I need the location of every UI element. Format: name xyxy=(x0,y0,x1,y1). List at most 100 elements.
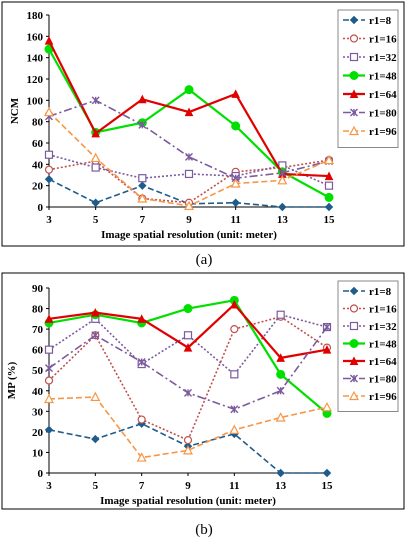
chart-b-y-tick-label: 70 xyxy=(32,324,44,336)
chart-b-data-point xyxy=(230,299,239,309)
chart-a-data-point xyxy=(90,152,101,163)
chart-b-data-point xyxy=(137,358,146,366)
chart-a-data-point xyxy=(324,202,334,212)
chart-b-series-r164 xyxy=(44,299,332,362)
chart-b-data-point xyxy=(184,388,192,397)
chart-a-legend-marker xyxy=(349,125,359,136)
chart-b-data-point xyxy=(323,323,331,332)
chart-a-x-tick-label: 11 xyxy=(230,214,240,226)
chart-b-data-point xyxy=(183,436,193,445)
chart-a-x-tick-label: 15 xyxy=(324,214,336,226)
chart-a-y-tick-label: 20 xyxy=(32,181,44,193)
chart-b-legend-box xyxy=(337,280,399,412)
chart-a-data-point xyxy=(44,165,54,174)
chart-b-legend-label: r1=80 xyxy=(369,374,397,386)
chart-b-data-point xyxy=(275,412,286,422)
chart-b-legend-label: r1=48 xyxy=(369,339,397,351)
chart-b-legend: r1=8 r1=16 r1=32 r1=48 r1=64 r1=80 r1=96 xyxy=(337,280,399,412)
chart-a-y-tick-label: 60 xyxy=(32,138,44,150)
chart-a-legend: r1=8 r1=16 r1=32 r1=48 r1=64 r1=80 r1=96 xyxy=(337,9,399,148)
chart-a-x-tick-label: 3 xyxy=(46,214,52,226)
chart-b-x-tick-label: 7 xyxy=(139,480,145,492)
chart-b-data-point xyxy=(183,445,193,455)
chart-b-legend-marker xyxy=(350,374,358,383)
chart-a-legend-marker xyxy=(349,89,359,98)
chart-a-data-point xyxy=(184,85,194,95)
chart-b-legend-label: r1=8 xyxy=(369,286,392,298)
chart-a-data-point xyxy=(91,128,100,138)
chart-a-data-point xyxy=(44,175,54,184)
chart-b-data-point xyxy=(322,401,332,412)
chart-a-data-point xyxy=(138,174,147,183)
chart-a-legend-marker xyxy=(349,52,359,62)
chart-b-x-tick-label: 9 xyxy=(185,480,191,492)
chart-b-frame xyxy=(1,272,405,510)
chart-b-data-point xyxy=(44,314,54,323)
chart-a-data-point xyxy=(231,89,240,98)
chart-b-data-point xyxy=(230,405,239,414)
chart-a-legend-label: r1=32 xyxy=(369,52,397,64)
chart-b-series-r196 xyxy=(44,391,332,462)
chart-a-data-point xyxy=(230,178,241,188)
chart-b-y-tick-label: 50 xyxy=(32,365,44,377)
chart-a-series-r180 xyxy=(45,96,333,183)
chart-a-data-point xyxy=(137,193,148,203)
chart-a-y-tick-label: 140 xyxy=(27,53,44,65)
chart-b-data-point xyxy=(136,452,147,462)
chart-a-data-point xyxy=(324,154,334,165)
chart-b-data-point xyxy=(183,331,193,340)
chart-b-legend-label: r1=16 xyxy=(369,304,397,316)
chart-b-x-tick-label: 5 xyxy=(93,480,99,492)
chart-a-data-point xyxy=(138,120,147,129)
chart-b-data-point xyxy=(322,345,332,354)
chart-a-data-point xyxy=(184,200,194,211)
chart-b-data-point xyxy=(44,425,54,435)
chart-a-legend-label: r1=64 xyxy=(369,89,397,101)
chart-b-legend-marker xyxy=(349,390,359,401)
chart-b-x-tick-label: 11 xyxy=(229,480,239,492)
chart-a-y-tick-label: 180 xyxy=(27,10,44,22)
chart-a-data-point xyxy=(138,181,147,190)
chart-panel-a: 0 20 40 60 80 100 120 140 160 180 3 5 7 9 11 13 15 Image … xyxy=(0,0,408,250)
chart-a-data-point xyxy=(231,198,240,207)
chart-a-legend-label: r1=80 xyxy=(369,108,397,120)
chart-a-y-tick-label: 120 xyxy=(27,74,44,86)
chart-b-svg: 0 10 20 30 40 50 60 70 80 90 3 5 7 9 11 13 15 Image spati… xyxy=(1,272,405,510)
chart-a-data-point xyxy=(324,171,334,181)
chart-a-x-tick-label: 9 xyxy=(186,214,192,226)
caption-b: (b) xyxy=(195,522,213,538)
chart-a-data-point xyxy=(44,35,54,45)
chart-b-data-point xyxy=(230,370,239,379)
chart-b-data-point xyxy=(183,304,193,314)
chart-a-data-point xyxy=(91,163,100,172)
chart-b-data-point xyxy=(44,376,54,385)
chart-b-legend-label: r1=96 xyxy=(369,391,397,403)
chart-a-data-point xyxy=(44,150,54,159)
chart-a-x-axis-title: Image spatial resolution (unit: meter) xyxy=(101,229,277,241)
chart-b-y-tick-label: 90 xyxy=(32,283,44,295)
chart-b-x-tick-label: 13 xyxy=(275,480,287,492)
chart-a-y-tick-label: 0 xyxy=(38,202,44,214)
chart-a-y-tick-label: 80 xyxy=(32,117,44,129)
chart-a-data-point xyxy=(231,121,241,131)
chart-b-legend-marker xyxy=(349,356,359,365)
chart-b-y-tick-label: 40 xyxy=(32,386,44,398)
chart-a-y-tick-label: 100 xyxy=(27,95,44,107)
chart-b-x-tick-label: 3 xyxy=(46,480,52,492)
chart-b-data-point xyxy=(44,393,54,404)
chart-a-legend-marker xyxy=(349,15,359,25)
chart-a-data-point xyxy=(277,175,288,185)
chart-b-legend-label: r1=32 xyxy=(369,321,397,333)
chart-b-data-point xyxy=(44,345,54,354)
chart-b-data-point xyxy=(91,434,100,444)
chart-a-data-point xyxy=(138,94,147,104)
chart-a-legend-label: r1=8 xyxy=(369,15,392,27)
chart-b-y-tick-label: 80 xyxy=(32,304,44,316)
chart-b-x-axis-title: Image spatial resolution (unit: meter) xyxy=(100,495,276,507)
chart-a-x-tick-label: 13 xyxy=(277,214,289,226)
chart-a-x-tick-label: 7 xyxy=(140,214,146,226)
chart-b-data-point xyxy=(91,308,100,317)
chart-a-data-point xyxy=(184,169,194,179)
chart-a-frame xyxy=(1,1,405,247)
chart-a-legend-marker xyxy=(349,71,359,80)
